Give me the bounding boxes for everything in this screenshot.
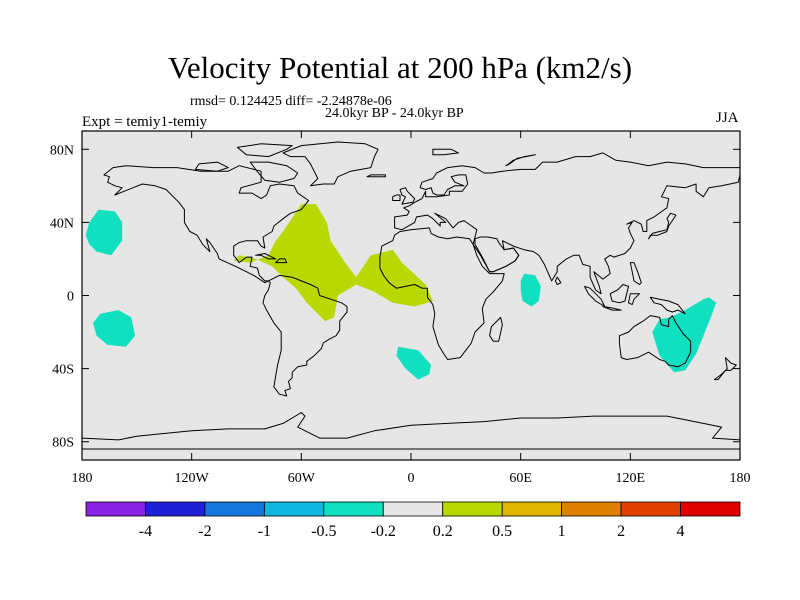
coastline-africa — [379, 227, 505, 360]
colorbar-label: -1 — [258, 523, 271, 540]
region-atlantic-positive — [233, 204, 433, 322]
coastline-sri-lanka — [554, 276, 562, 285]
latitude-axis: 80N 40N 0 40S 80S — [50, 143, 740, 451]
coastline-philippines — [629, 262, 642, 285]
x-tick-label: 180 — [730, 471, 751, 486]
colorbar-label: -0.5 — [311, 523, 336, 540]
coastlines — [81, 141, 741, 450]
colorbar-label: 0.5 — [492, 523, 512, 540]
coastline-great-britain — [399, 187, 416, 205]
y-tick-label: 0 — [67, 290, 74, 305]
x-tick-label: 60E — [509, 471, 532, 486]
coastline-south-america — [262, 274, 348, 397]
x-tick-label: 120E — [616, 471, 646, 486]
plot-title: Velocity Potential at 200 hPa (km2/s) — [167, 50, 633, 85]
coastline-borneo — [609, 284, 629, 304]
coastline-cuba — [255, 253, 277, 260]
coastline-arabia — [474, 236, 520, 273]
coastline-novaya-zemlya — [505, 154, 536, 167]
coastline-north-america — [103, 165, 310, 284]
colorbar-swatch — [442, 501, 503, 517]
colorbar-swatch — [85, 501, 146, 517]
season-label: JJA — [716, 110, 739, 126]
y-tick-label: 40S — [52, 363, 74, 378]
colorbar-swatch — [680, 501, 741, 517]
coastline-sulawesi — [628, 293, 640, 306]
coastline-iceland — [366, 174, 386, 178]
colorbar-swatch — [323, 501, 384, 517]
colorbar-swatch — [263, 501, 325, 517]
x-tick-label: 120W — [175, 471, 210, 486]
region-south-pacific-negative — [93, 310, 135, 347]
colorbar-label: -0.2 — [371, 523, 396, 540]
coastline-hispaniola — [275, 258, 288, 264]
region-north-pacific-negative — [85, 209, 123, 256]
colorbar-swatch — [501, 501, 563, 517]
coastline-baffin — [249, 161, 299, 183]
coastline-new-zealand — [713, 357, 737, 381]
colorbar-swatch — [204, 501, 265, 517]
colorbar-swatch — [620, 501, 681, 517]
coastline-victoria — [194, 161, 229, 172]
colorbar-label: 2 — [617, 523, 625, 540]
experiment-label: Expt = temiy1-temiy — [82, 114, 208, 130]
colorbar-swatch — [382, 501, 444, 517]
colorbar-labels: -4 -2 -1 -0.5 -0.2 0.2 0.5 1 2 4 — [139, 523, 685, 540]
coastline-new-guinea — [649, 296, 686, 315]
coastline-australia — [618, 315, 692, 368]
colorbar-label: 4 — [677, 523, 685, 540]
coastline-ellesmere — [236, 143, 293, 158]
region-indian-ocean-negative — [520, 273, 541, 307]
colorbar-label: -2 — [198, 523, 211, 540]
x-tick-label: 180 — [72, 471, 93, 486]
colorbar-label: 1 — [558, 523, 566, 540]
rmsd-diff-stats: rmsd= 0.124425 diff= -2.24878e-06 — [190, 94, 392, 109]
longitude-axis: 180 120W 60W 0 60E 120E 180 — [72, 131, 751, 486]
coastline-antarctica — [81, 412, 741, 450]
contour-regions — [85, 204, 717, 380]
y-tick-label: 80N — [50, 143, 74, 158]
y-tick-label: 40N — [50, 216, 74, 231]
colorbar-swatch — [561, 501, 622, 517]
coastline-japan — [648, 212, 677, 240]
coastline-java — [602, 306, 622, 311]
coastline-ireland — [392, 194, 401, 201]
colorbar-label: 0.2 — [433, 523, 453, 540]
coastline-svalbard — [432, 148, 459, 156]
region-south-atlantic-negative — [396, 346, 432, 380]
coastline-madagascar — [489, 316, 503, 342]
coastline-greenland — [282, 141, 379, 187]
colorbar — [85, 501, 741, 517]
plot-subtitle: 24.0kyr BP - 24.0kyr BP — [325, 106, 464, 121]
colorbar-swatch — [145, 501, 206, 517]
x-tick-label: 0 — [408, 471, 415, 486]
x-tick-label: 60W — [288, 471, 316, 486]
y-tick-label: 80S — [52, 436, 74, 451]
colorbar-label: -4 — [139, 523, 152, 540]
